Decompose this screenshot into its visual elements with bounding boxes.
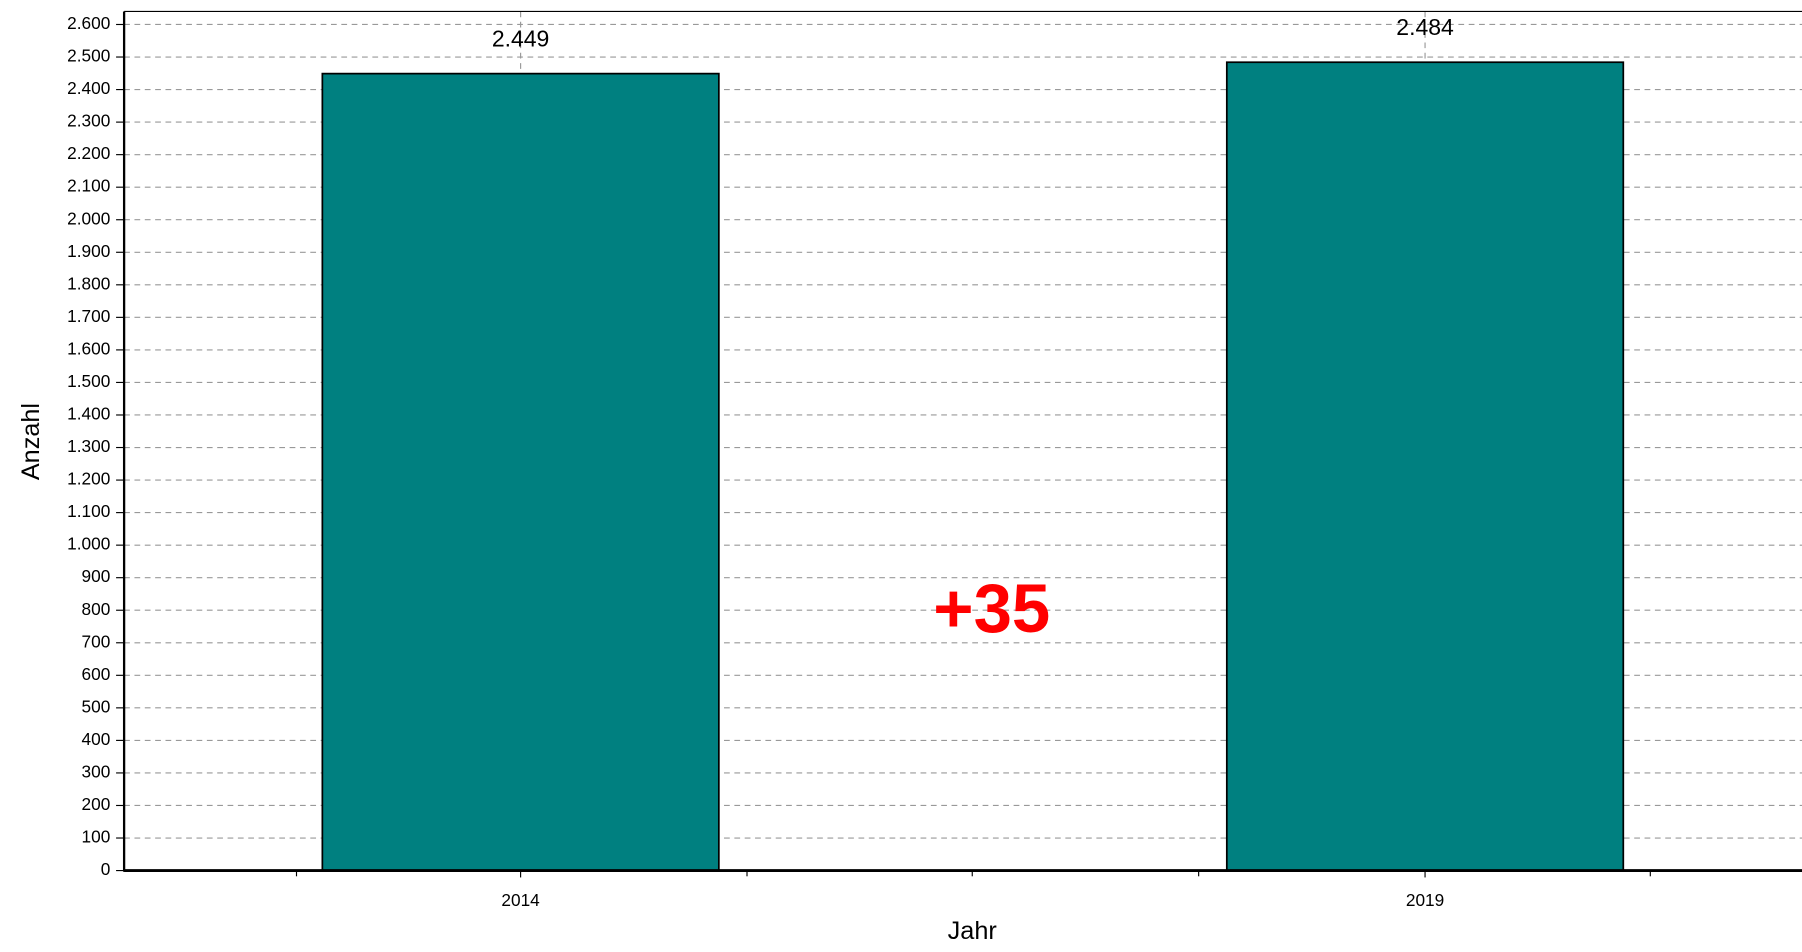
- value-label: 2.484: [1396, 14, 1454, 40]
- y-tick-label: 2.100: [67, 176, 110, 196]
- y-tick-label: 2.400: [67, 78, 110, 98]
- y-tick-label: 700: [82, 631, 111, 651]
- y-tick-label: 1.000: [67, 534, 110, 554]
- y-tick-label: 1.300: [67, 436, 110, 456]
- y-tick-label: 1.900: [67, 241, 110, 261]
- y-tick-label: 300: [82, 761, 111, 781]
- y-tick-label: 2.500: [67, 46, 110, 66]
- y-tick-label: 1.600: [67, 338, 110, 358]
- y-tick-label: 1.500: [67, 371, 110, 391]
- y-tick-label: 1.100: [67, 501, 110, 521]
- x-tick-label: 2014: [501, 890, 540, 910]
- y-tick-label: 1.400: [67, 404, 110, 424]
- x-tick-label: 2019: [1406, 890, 1444, 910]
- y-tick-label: 900: [82, 566, 111, 586]
- bar: [321, 72, 720, 872]
- y-tick-label: 500: [82, 696, 111, 716]
- annotation: +35: [933, 570, 1050, 647]
- bar: [1225, 61, 1625, 872]
- y-tick-label: 1.700: [67, 306, 110, 326]
- value-label: 2.449: [492, 25, 550, 51]
- y-tick-label: 2.200: [67, 143, 110, 163]
- y-tick-label: 2.000: [67, 208, 110, 228]
- y-tick-label: 2.300: [67, 111, 110, 131]
- y-tick-label: 1.800: [67, 273, 110, 293]
- y-axis-label: Anzahl: [17, 403, 45, 480]
- y-tick-label: 100: [82, 827, 111, 847]
- y-tick-label: 0: [101, 859, 111, 879]
- x-axis-label: Jahr: [948, 917, 997, 945]
- y-tick-label: 800: [82, 599, 111, 619]
- y-tick-label: 2.600: [67, 13, 110, 33]
- y-tick-label: 1.200: [67, 469, 110, 489]
- y-tick-label: 400: [82, 729, 111, 749]
- y-tick-label: 600: [82, 664, 111, 684]
- y-tick-label: 200: [82, 794, 111, 814]
